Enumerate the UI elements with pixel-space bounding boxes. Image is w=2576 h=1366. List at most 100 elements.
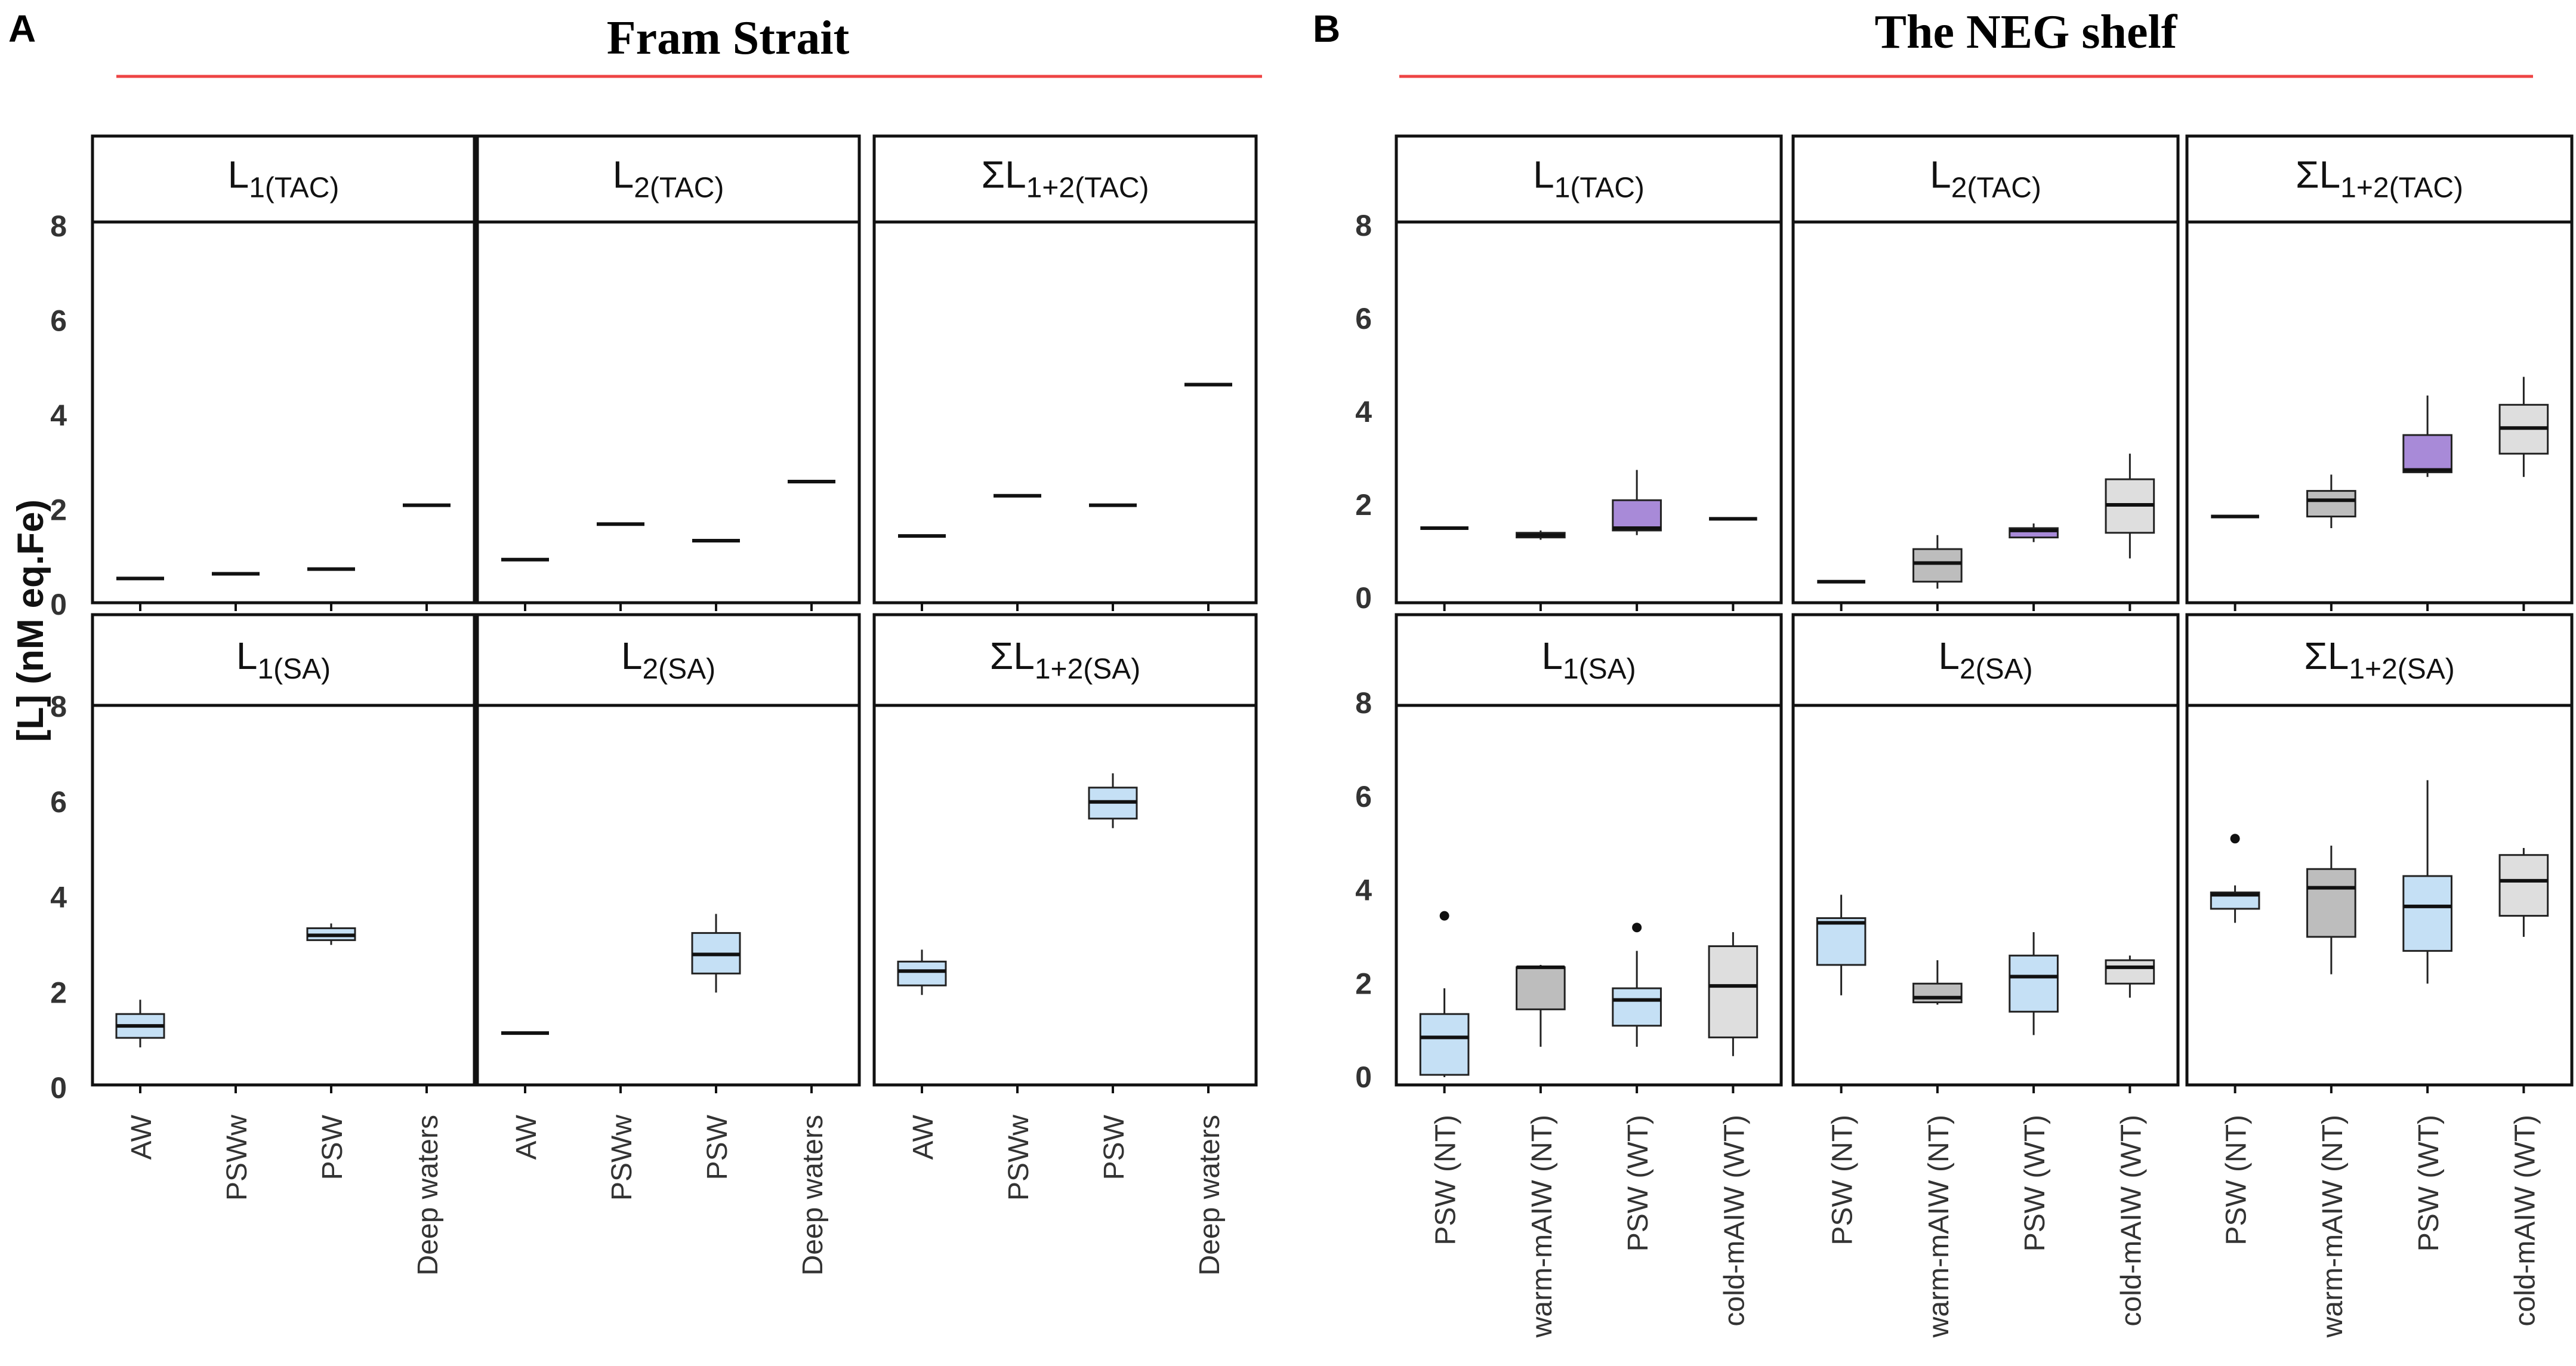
outlier-point xyxy=(1439,911,1449,921)
y-tick-label: 0 xyxy=(1355,1060,1372,1094)
box-iqr xyxy=(1516,966,1566,1010)
facet-strip xyxy=(476,134,861,224)
x-category-label: PSW (NT) xyxy=(1430,1115,1462,1245)
facet-strip xyxy=(1791,613,2180,707)
plot-frame xyxy=(1395,220,1783,605)
x-category-label: PSW xyxy=(1099,1114,1130,1180)
box-cold-mAIW (WT) xyxy=(1708,932,1759,1056)
x-category-label: AW xyxy=(126,1114,158,1160)
facet-ΣL1+2(TAC): ΣL1+2(TAC) xyxy=(872,134,1258,611)
box-warm-mAIW (NT) xyxy=(2306,474,2356,528)
box-iqr xyxy=(1708,945,1759,1038)
box-cold-mAIW (WT) xyxy=(2498,377,2549,477)
x-category-label: Deep waters xyxy=(1194,1115,1226,1275)
x-category-label: Deep waters xyxy=(797,1115,829,1275)
plot-frame xyxy=(91,220,476,605)
box-PSW (WT) xyxy=(2402,780,2452,984)
box-iqr xyxy=(2402,875,2452,952)
box-PSW xyxy=(1088,773,1138,828)
box-warm-mAIW (NT) xyxy=(1516,964,1566,1047)
facet-label: L2(SA) xyxy=(1938,634,2032,685)
box-warm-mAIW (NT) xyxy=(1516,530,1566,540)
x-category-label: warm-mAIW (NT) xyxy=(1923,1115,1955,1338)
facet-L1(TAC): L1(TAC) xyxy=(1395,134,1783,611)
facet-label: L2(TAC) xyxy=(613,153,724,203)
facet-L2(SA): L2(SA) AW PSWw PSW Deep waters xyxy=(476,613,861,1275)
facet-label: L2(TAC) xyxy=(1930,153,2041,203)
box-PSW xyxy=(691,914,741,993)
box-PSW (WT) xyxy=(2009,523,2059,542)
box-PSW (WT) xyxy=(2009,932,2059,1035)
y-tick-label: 2 xyxy=(50,976,67,1009)
facet-strip xyxy=(1395,134,1783,224)
facet-label: L1(TAC) xyxy=(228,153,340,203)
box-PSW (WT) xyxy=(2402,395,2452,477)
box-iqr xyxy=(1419,1013,1470,1076)
y-tick-label: 4 xyxy=(50,881,67,914)
box-PSW (WT) xyxy=(1612,923,1662,1047)
facet-label: ΣL1+2(SA) xyxy=(990,634,1141,685)
outlier-point xyxy=(1632,923,1642,933)
panel-title: Fram Strait xyxy=(607,12,850,64)
x-category-label: warm-mAIW (NT) xyxy=(2317,1115,2349,1338)
y-tick-label: 8 xyxy=(1355,209,1372,242)
x-category-label: PSW xyxy=(702,1114,733,1180)
x-category-label: PSW (WT) xyxy=(2413,1115,2445,1251)
facet-label: L2(SA) xyxy=(621,634,715,685)
x-category-label: PSW (NT) xyxy=(2221,1115,2253,1245)
x-category-label: PSWw xyxy=(221,1115,253,1201)
y-tick-label: 8 xyxy=(50,209,67,243)
box-cold-mAIW (WT) xyxy=(2105,454,2155,559)
box-iqr xyxy=(2306,868,2356,938)
facet-L2(TAC): L2(TAC) xyxy=(1791,134,2180,611)
x-category-label: PSWw xyxy=(606,1115,638,1201)
y-tick-label: 8 xyxy=(1355,686,1372,720)
box-iqr xyxy=(1912,548,1963,583)
box-PSW (NT) xyxy=(2210,834,2260,923)
x-category-label: AW xyxy=(908,1114,939,1160)
x-category-label: cold-mAIW (WT) xyxy=(2509,1115,2541,1327)
x-category-label: PSWw xyxy=(1003,1115,1035,1201)
box-PSW (NT) xyxy=(1419,911,1470,1077)
box-warm-mAIW (NT) xyxy=(1912,535,1963,589)
facet-label: ΣL1+2(TAC) xyxy=(982,153,1149,203)
facet-L2(SA): L2(SA) PSW (NT) warm-mAIW (NT) PSW (WT) cold… xyxy=(1791,613,2180,1338)
box-cold-mAIW (WT) xyxy=(2105,955,2155,998)
plot-frame xyxy=(476,704,861,1087)
box-iqr xyxy=(2498,854,2549,917)
facet-ΣL1+2(SA): ΣL1+2(SA) AW PSWw PSW Deep waters xyxy=(872,613,1258,1275)
box-iqr xyxy=(1612,987,1662,1027)
y-tick-label: 0 xyxy=(50,588,67,621)
box-iqr xyxy=(2009,954,2059,1013)
facet-L1(SA): L1(SA) PSW (NT) warm-mAIW (NT) PSW (WT) cold… xyxy=(1395,613,1783,1338)
y-tick-label: 0 xyxy=(50,1071,67,1105)
facet-strip xyxy=(872,613,1258,707)
box-PSW xyxy=(306,923,356,945)
x-category-label: cold-mAIW (WT) xyxy=(2115,1115,2147,1327)
box-warm-mAIW (NT) xyxy=(1912,960,1963,1005)
box-warm-mAIW (NT) xyxy=(2306,846,2356,975)
box-iqr xyxy=(1612,499,1662,532)
x-category-label: cold-mAIW (WT) xyxy=(1719,1115,1750,1327)
box-PSW (WT) xyxy=(1612,470,1662,535)
x-category-label: PSW (WT) xyxy=(1622,1115,1654,1251)
outlier-point xyxy=(2230,834,2240,844)
facet-ΣL1+2(SA): ΣL1+2(SA) PSW (NT) warm-mAIW (NT) PSW (WT) c… xyxy=(2185,613,2574,1338)
x-category-label: Deep waters xyxy=(412,1115,444,1275)
y-tick-label: 6 xyxy=(50,304,67,338)
box-iqr xyxy=(2306,490,2356,517)
facet-label: ΣL1+2(TAC) xyxy=(2296,153,2463,203)
x-category-label: PSW (NT) xyxy=(1827,1115,1859,1245)
facet-label: L1(TAC) xyxy=(1533,153,1645,203)
x-category-label: AW xyxy=(511,1114,542,1160)
facet-label: L1(SA) xyxy=(1541,634,1636,685)
panel-title: The NEG shelf xyxy=(1875,6,2178,58)
facet-L1(TAC): L1(TAC) xyxy=(91,134,476,611)
y-tick-label: 2 xyxy=(50,494,67,527)
facet-L1(SA): L1(SA) AW PSWw PSW Deep waters xyxy=(91,613,476,1275)
y-tick-label: 2 xyxy=(1355,488,1372,522)
panel-letter: A xyxy=(8,7,36,50)
y-tick-label: 4 xyxy=(50,399,67,432)
facet-label: ΣL1+2(SA) xyxy=(2304,634,2455,685)
